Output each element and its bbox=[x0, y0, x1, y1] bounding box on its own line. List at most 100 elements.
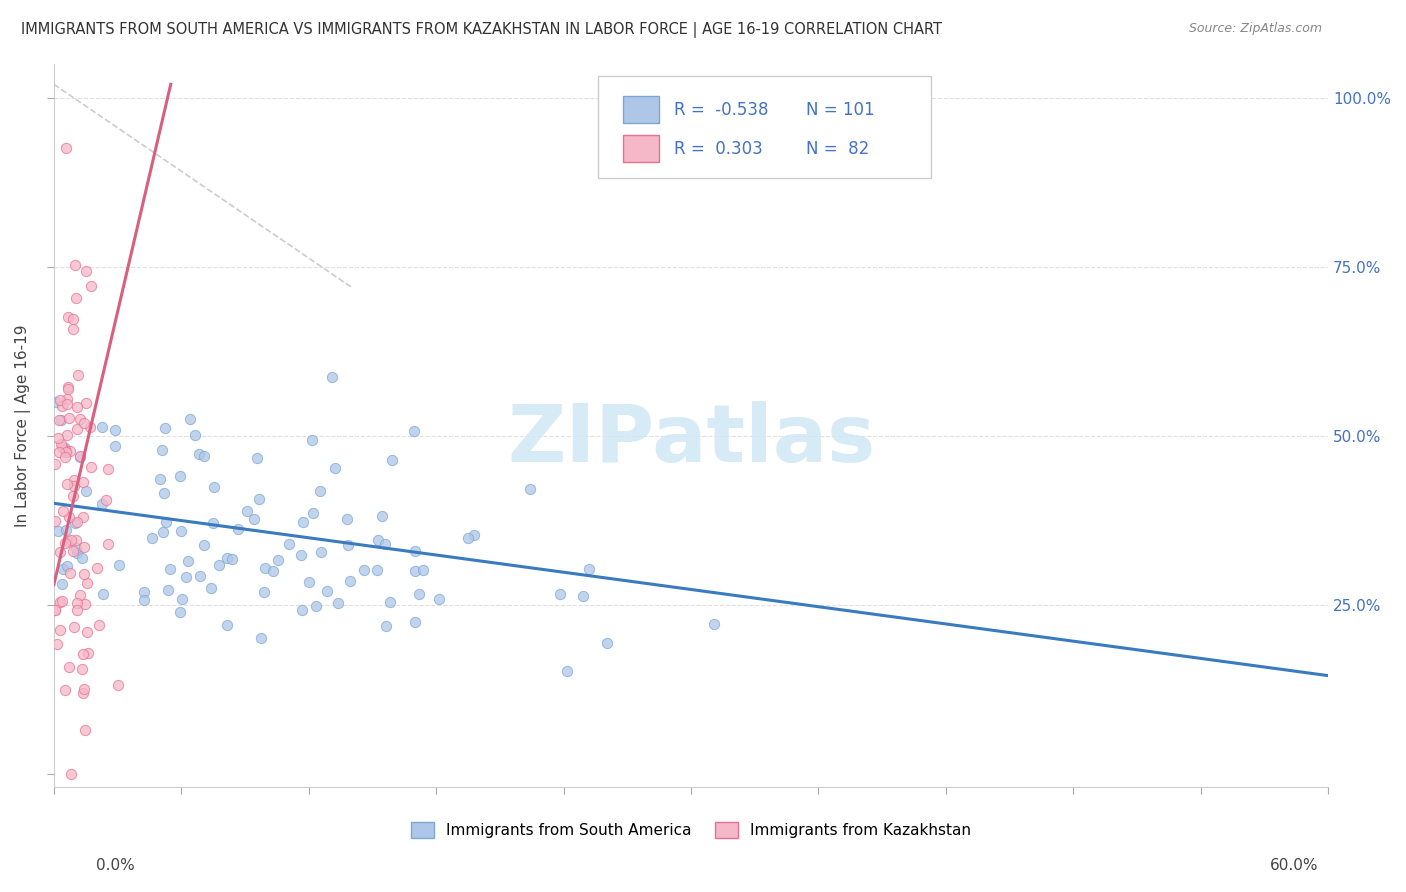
Point bbox=[59, 766, 82, 780]
Point bbox=[62, 312, 84, 326]
Point bbox=[169, 468, 191, 483]
Point bbox=[96, 493, 118, 508]
Point bbox=[55, 442, 77, 456]
Legend: Immigrants from South America, Immigrants from Kazakhstan: Immigrants from South America, Immigrant… bbox=[405, 816, 977, 845]
Point bbox=[247, 492, 270, 507]
Point bbox=[48, 444, 70, 458]
Point bbox=[339, 574, 361, 589]
FancyBboxPatch shape bbox=[623, 95, 659, 123]
Point bbox=[155, 421, 177, 435]
Point bbox=[76, 576, 98, 591]
Point bbox=[292, 516, 315, 530]
Point bbox=[44, 514, 66, 528]
Point bbox=[249, 631, 271, 645]
Point bbox=[49, 544, 72, 558]
Point bbox=[72, 686, 94, 700]
Point bbox=[49, 393, 72, 408]
Point bbox=[69, 412, 91, 426]
Point bbox=[55, 524, 77, 538]
Point bbox=[188, 568, 211, 582]
Point bbox=[69, 588, 91, 602]
Point bbox=[193, 538, 215, 552]
Point bbox=[107, 678, 129, 692]
Point bbox=[59, 444, 82, 458]
Point bbox=[58, 510, 80, 524]
Point bbox=[380, 595, 402, 609]
Point bbox=[58, 410, 80, 425]
Point bbox=[48, 623, 70, 637]
Text: 0.0%: 0.0% bbox=[96, 858, 135, 872]
Point bbox=[62, 474, 84, 488]
Point bbox=[66, 516, 89, 530]
Point bbox=[56, 534, 79, 549]
Point bbox=[44, 457, 66, 471]
Point bbox=[159, 562, 181, 576]
Point bbox=[73, 540, 96, 554]
Point bbox=[104, 439, 127, 453]
Point bbox=[132, 592, 155, 607]
Point bbox=[404, 615, 426, 630]
Point bbox=[76, 624, 98, 639]
Point bbox=[702, 617, 724, 632]
Point bbox=[51, 440, 73, 454]
Point bbox=[75, 396, 97, 410]
Point bbox=[179, 411, 201, 425]
Point bbox=[66, 422, 89, 436]
Point bbox=[246, 450, 269, 465]
Text: IMMIGRANTS FROM SOUTH AMERICA VS IMMIGRANTS FROM KAZAKHSTAN IN LABOR FORCE | AGE: IMMIGRANTS FROM SOUTH AMERICA VS IMMIGRA… bbox=[21, 22, 942, 38]
Point bbox=[309, 484, 332, 499]
Point bbox=[62, 544, 84, 558]
Point bbox=[44, 602, 66, 616]
Point bbox=[91, 420, 114, 434]
Point bbox=[202, 480, 225, 494]
FancyBboxPatch shape bbox=[598, 77, 931, 178]
Point bbox=[49, 413, 72, 427]
Point bbox=[193, 449, 215, 463]
Point bbox=[58, 380, 80, 394]
Point bbox=[149, 472, 172, 486]
Point bbox=[44, 603, 66, 617]
Point bbox=[336, 512, 359, 526]
Point bbox=[427, 591, 450, 606]
Point bbox=[53, 450, 76, 465]
Text: Source: ZipAtlas.com: Source: ZipAtlas.com bbox=[1188, 22, 1322, 36]
Point bbox=[48, 524, 70, 538]
Point bbox=[55, 445, 77, 459]
Point bbox=[66, 546, 89, 560]
Point bbox=[262, 564, 284, 578]
Point bbox=[53, 536, 76, 550]
Point bbox=[52, 562, 75, 576]
Point bbox=[408, 587, 430, 601]
Point bbox=[150, 442, 173, 457]
Point bbox=[200, 581, 222, 595]
Point bbox=[75, 483, 97, 498]
Point bbox=[374, 537, 396, 551]
Point bbox=[326, 596, 349, 610]
Point bbox=[155, 515, 177, 529]
Point bbox=[45, 395, 67, 409]
Point bbox=[184, 428, 207, 442]
Point bbox=[176, 554, 198, 568]
Text: ZIPatlas: ZIPatlas bbox=[508, 401, 875, 479]
Point bbox=[457, 532, 479, 546]
Point bbox=[302, 507, 325, 521]
Point bbox=[141, 532, 163, 546]
Text: R =  0.303: R = 0.303 bbox=[675, 140, 763, 158]
Point bbox=[381, 453, 404, 467]
Point bbox=[404, 564, 426, 578]
Point bbox=[56, 428, 79, 442]
Point bbox=[267, 553, 290, 567]
Point bbox=[557, 665, 579, 679]
Point bbox=[66, 596, 89, 610]
Point bbox=[412, 563, 434, 577]
Point bbox=[59, 533, 82, 547]
Point bbox=[132, 585, 155, 599]
Point bbox=[169, 524, 191, 538]
Point bbox=[215, 551, 238, 566]
Point bbox=[72, 475, 94, 489]
Point bbox=[46, 431, 69, 445]
Point bbox=[371, 508, 394, 523]
Point bbox=[290, 548, 312, 562]
Point bbox=[353, 563, 375, 577]
Point bbox=[236, 504, 259, 518]
